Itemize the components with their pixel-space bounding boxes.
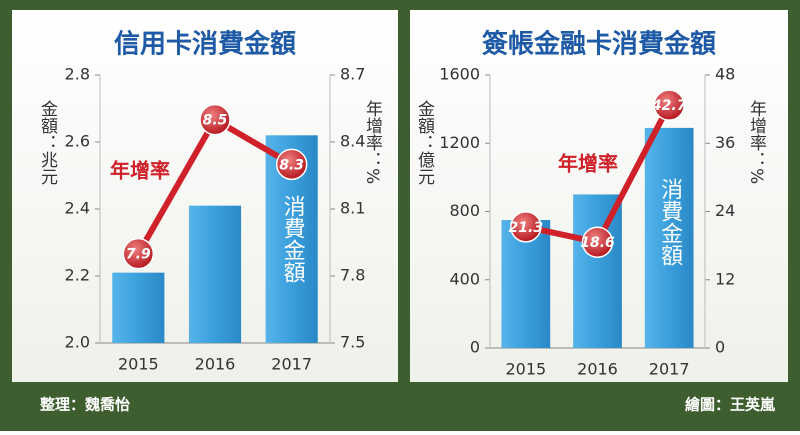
marker [581, 226, 614, 258]
value-label: 7.9 [126, 247, 151, 263]
marker [510, 211, 542, 243]
y2-tick-label: 0 [715, 338, 725, 357]
marker [122, 237, 155, 270]
y-tick-label: 2.2 [65, 266, 90, 285]
y2-axis-label: 年增率：% [746, 100, 767, 184]
value-label: 8.3 [279, 157, 304, 173]
y2-tick-label: 8.4 [340, 132, 365, 151]
bar-series-label: 消費金額 [280, 195, 306, 283]
y2-tick-label: 8.7 [340, 65, 365, 84]
value-label: 8.5 [203, 113, 228, 129]
y2-tick-label: 48 [715, 65, 735, 84]
marker [653, 89, 685, 121]
y2-tick-label: 7.5 [340, 333, 365, 352]
marker [275, 148, 308, 181]
bar [188, 205, 242, 343]
chart-title: 信用卡消費金額 [114, 29, 296, 60]
x-tick-label: 2016 [195, 355, 236, 374]
x-tick-label: 2015 [505, 360, 546, 379]
y-tick-label: 2.4 [65, 199, 90, 218]
value-label: 42.7 [651, 98, 687, 114]
value-label: 21.3 [509, 220, 544, 236]
y2-tick-label: 8.1 [340, 199, 365, 218]
y-tick-label: 400 [449, 269, 480, 288]
footer-credit: 整理：魏喬怡 [40, 396, 130, 414]
y-tick-label: 800 [449, 201, 480, 220]
footer-credit: 繪圖：王英嵐 [685, 396, 776, 414]
x-tick-label: 2017 [649, 360, 690, 379]
bar [644, 127, 694, 348]
x-tick-label: 2016 [577, 360, 618, 379]
y-tick-label: 2.8 [65, 65, 90, 84]
x-tick-label: 2015 [118, 355, 159, 374]
marker [199, 103, 231, 136]
y-axis-label: 金額：億元 [414, 100, 435, 185]
y2-tick-label: 12 [715, 269, 735, 288]
y2-tick-label: 36 [715, 133, 735, 152]
y-tick-label: 0 [470, 338, 480, 357]
y2-tick-label: 24 [715, 201, 735, 220]
bar [112, 272, 165, 343]
x-tick-label: 2017 [271, 355, 312, 374]
y-tick-label: 2.0 [65, 333, 90, 352]
y-tick-label: 1200 [439, 133, 480, 152]
line-series-label: 年增率 [110, 159, 170, 183]
chart-title: 簽帳金融卡消費金額 [482, 29, 716, 60]
y-tick-label: 1600 [439, 65, 480, 84]
bar-series-label: 消費金額 [657, 178, 683, 266]
y2-tick-label: 7.8 [340, 266, 365, 285]
y-axis-label: 金額：兆元 [37, 100, 58, 185]
bar [573, 194, 622, 348]
y2-axis-label: 年增率：% [362, 100, 383, 184]
line-series-label: 年增率 [558, 152, 618, 176]
y-tick-label: 2.6 [65, 132, 90, 151]
value-label: 18.6 [580, 235, 615, 251]
